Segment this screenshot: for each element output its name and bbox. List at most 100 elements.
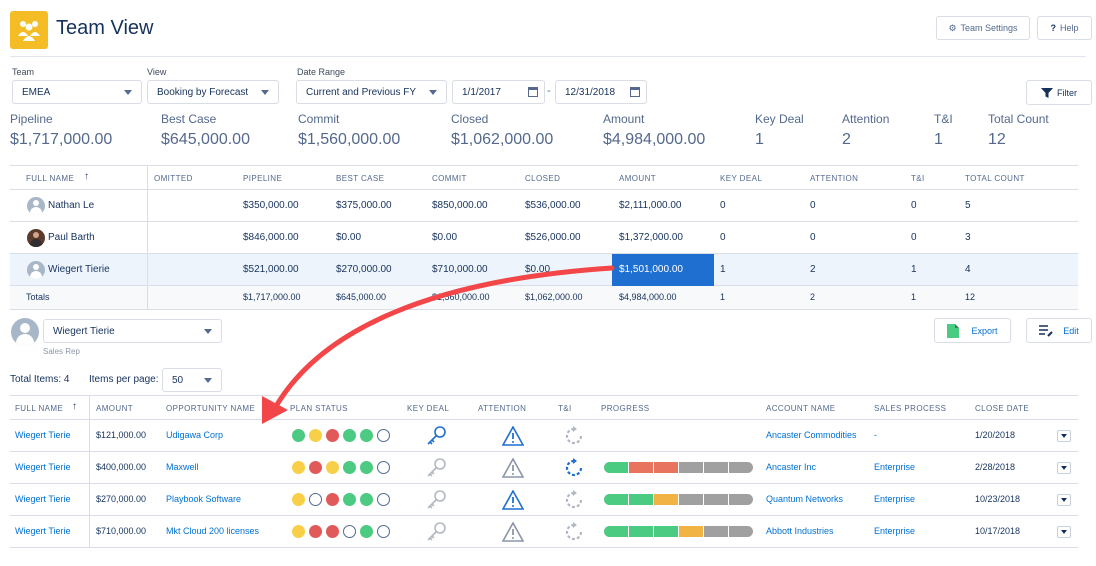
plan-status-dot xyxy=(292,461,305,474)
close-date-cell: 1/20/2018 xyxy=(975,430,1016,440)
key-deal-icon[interactable] xyxy=(425,425,447,447)
opportunity-row[interactable]: Wiegert Tierie $121,000.00 Udigawa Corp Anc… xyxy=(10,420,1078,452)
column-divider xyxy=(147,166,148,189)
column-divider xyxy=(89,396,90,419)
team-settings-button[interactable]: ⚙ Team Settings xyxy=(936,16,1030,40)
date-range-value: Current and Previous FY xyxy=(306,86,417,98)
calendar-icon[interactable] xyxy=(630,87,640,97)
chevron-down-icon xyxy=(429,90,437,95)
summary-value: $4,984,000.00 xyxy=(603,131,706,148)
key-deal-icon[interactable] xyxy=(425,457,447,479)
row-action-menu[interactable] xyxy=(1057,526,1071,538)
opportunity-row[interactable]: Wiegert Tierie $710,000.00 Mkt Cloud 200 l… xyxy=(10,516,1078,548)
refresh-icon[interactable] xyxy=(563,457,585,479)
key-deal-icon[interactable] xyxy=(425,489,447,511)
opportunity-link[interactable]: Playbook Software xyxy=(166,494,242,504)
attention-icon[interactable] xyxy=(502,426,524,446)
sales-process-link[interactable]: - xyxy=(874,430,877,440)
rep-name-link[interactable]: Wiegert Tierie xyxy=(15,462,71,472)
rep-role: Sales Rep xyxy=(43,347,80,356)
rep-name[interactable]: Wiegert Tierie xyxy=(48,264,110,275)
key-deal-icon[interactable] xyxy=(425,521,447,543)
column-header: ATTENTION xyxy=(810,174,859,183)
total-ti: 1 xyxy=(911,292,917,302)
progress-segment xyxy=(604,494,628,505)
account-link[interactable]: Ancaster Inc xyxy=(766,462,817,472)
plan-status-dot xyxy=(326,461,339,474)
summary-label: Key Deal xyxy=(755,112,804,126)
rep-name-link[interactable]: Wiegert Tierie xyxy=(15,526,71,536)
sales-process-link[interactable]: Enterprise xyxy=(874,526,916,536)
sort-ascending-icon[interactable]: ↑ xyxy=(84,171,89,182)
export-button[interactable]: Export xyxy=(934,318,1011,343)
summary-value: $645,000.00 xyxy=(161,131,250,148)
progress-segment xyxy=(629,494,653,505)
start-date-input[interactable]: 1/1/2017 xyxy=(452,80,545,104)
row-action-menu[interactable] xyxy=(1057,462,1071,474)
team-row[interactable]: Nathan Le $350,000.00 $375,000.00 $850,000.… xyxy=(10,190,1078,222)
items-per-page-select[interactable]: 50 xyxy=(162,368,222,392)
summary-value: 2 xyxy=(842,131,851,148)
highlighted-amount-cell[interactable]: $1,501,000.00 xyxy=(612,254,714,286)
opportunity-row[interactable]: Wiegert Tierie $270,000.00 Playbook Softwa… xyxy=(10,484,1078,516)
help-button[interactable]: ? Help xyxy=(1037,16,1092,40)
column-header: SALES PROCESS xyxy=(874,404,947,413)
date-range-select[interactable]: Current and Previous FY xyxy=(296,80,447,104)
sales-process-link[interactable]: Enterprise xyxy=(874,462,916,472)
column-header: ACCOUNT NAME xyxy=(766,404,836,413)
cell-closed: $536,000.00 xyxy=(525,200,581,211)
refresh-icon[interactable] xyxy=(563,489,585,511)
rep-select[interactable]: Wiegert Tierie xyxy=(43,319,222,343)
plan-status-dot xyxy=(326,493,339,506)
total-attention: 2 xyxy=(810,292,816,302)
account-link[interactable]: Abbott Industries xyxy=(766,526,834,536)
refresh-icon[interactable] xyxy=(563,521,585,543)
opportunity-link[interactable]: Mkt Cloud 200 licenses xyxy=(166,526,260,536)
plan-status-dot xyxy=(292,493,305,506)
attention-icon[interactable] xyxy=(502,458,524,478)
calendar-icon[interactable] xyxy=(528,87,538,97)
rep-name-link[interactable]: Wiegert Tierie xyxy=(15,430,71,440)
help-label: Help xyxy=(1059,23,1079,33)
end-date-input[interactable]: 12/31/2018 xyxy=(555,80,647,104)
edit-button[interactable]: Edit xyxy=(1026,318,1092,343)
cell-key-deal: 0 xyxy=(720,200,726,211)
opportunity-row[interactable]: Wiegert Tierie $400,000.00 Maxwell Ancaster… xyxy=(10,452,1078,484)
column-header: OPPORTUNITY NAME xyxy=(166,404,256,413)
sales-process-link[interactable]: Enterprise xyxy=(874,494,916,504)
plan-status-dot xyxy=(377,461,390,474)
column-header: CLOSED xyxy=(525,174,561,183)
row-action-menu[interactable] xyxy=(1057,430,1071,442)
attention-icon[interactable] xyxy=(502,490,524,510)
progress-bar xyxy=(604,494,754,505)
refresh-icon[interactable] xyxy=(563,425,585,447)
cell-best-case: $375,000.00 xyxy=(336,200,392,211)
cell-ti: 0 xyxy=(911,200,917,211)
rep-name-link[interactable]: Wiegert Tierie xyxy=(15,494,71,504)
team-select[interactable]: EMEA xyxy=(12,80,142,104)
team-row[interactable]: Wiegert Tierie $521,000.00 $270,000.00 $710… xyxy=(10,254,1078,286)
plan-status-dot xyxy=(377,493,390,506)
close-date-cell: 10/23/2018 xyxy=(975,494,1021,504)
filter-button[interactable]: Filter xyxy=(1026,80,1092,105)
opportunity-link[interactable]: Udigawa Corp xyxy=(166,430,224,440)
column-header[interactable]: FULL NAME xyxy=(26,174,75,183)
account-link[interactable]: Ancaster Commodities xyxy=(766,430,857,440)
column-header[interactable]: FULL NAME xyxy=(15,404,64,413)
sort-ascending-icon[interactable]: ↑ xyxy=(72,401,77,412)
team-row[interactable]: Paul Barth $846,000.00 $0.00 $0.00 $526,000.… xyxy=(10,222,1078,254)
rep-name[interactable]: Paul Barth xyxy=(48,232,95,243)
plan-status-dot xyxy=(309,493,322,506)
total-items: Total Items: 4 xyxy=(10,374,70,385)
opportunity-link[interactable]: Maxwell xyxy=(166,462,199,472)
total-pipeline: $1,717,000.00 xyxy=(243,292,301,302)
rep-name[interactable]: Nathan Le xyxy=(48,200,95,211)
row-action-menu[interactable] xyxy=(1057,494,1071,506)
attention-icon[interactable] xyxy=(502,522,524,542)
progress-segment xyxy=(704,526,728,537)
account-link[interactable]: Quantum Networks xyxy=(766,494,844,504)
cell-closed: $526,000.00 xyxy=(525,232,581,243)
column-header: PROGRESS xyxy=(601,404,650,413)
avatar xyxy=(27,261,45,279)
view-select[interactable]: Booking by Forecast xyxy=(147,80,279,104)
